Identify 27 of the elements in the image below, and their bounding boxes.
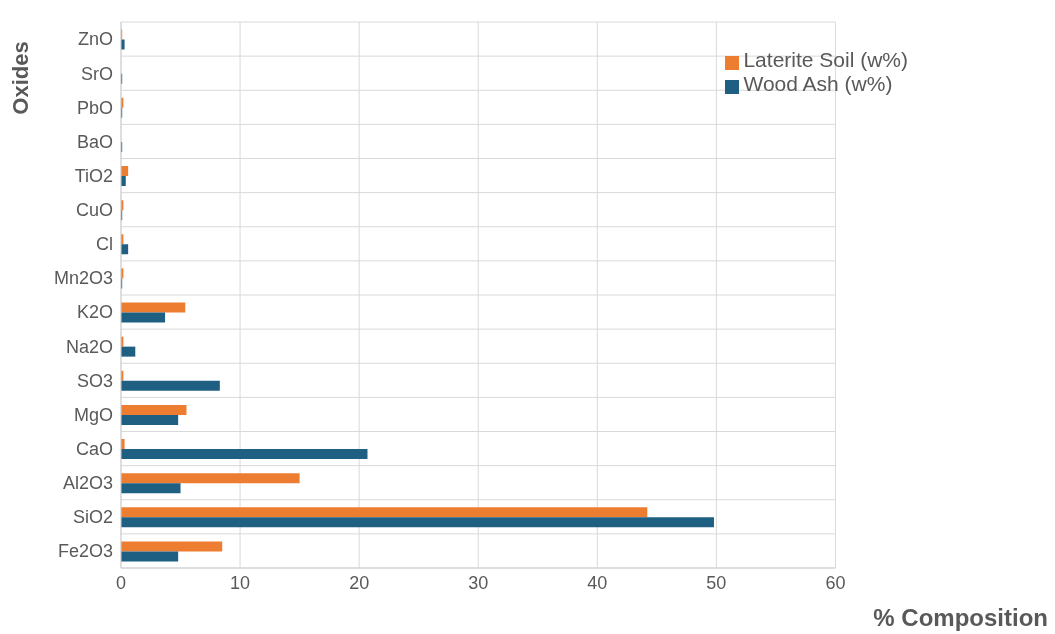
y-tick-label: MgO <box>73 404 113 425</box>
y-tick-label: K2O <box>76 302 113 323</box>
y-tick-label: Cl <box>96 234 113 255</box>
x-tick-label: 30 <box>468 572 489 593</box>
legend-label: Laterite Soil (w%) <box>743 48 908 71</box>
y-tick-label: PbO <box>76 97 113 118</box>
y-tick-label: Mn2O3 <box>53 268 113 289</box>
y-tick-label: ZnO <box>77 29 113 50</box>
x-tick-label: 10 <box>230 572 251 593</box>
y-tick-label: Fe2O3 <box>57 541 113 562</box>
y-tick-label: Al2O3 <box>62 473 113 494</box>
x-tick-label: 0 <box>115 572 127 593</box>
y-tick-label: CaO <box>75 438 113 459</box>
y-tick-label: SiO2 <box>72 507 113 528</box>
x-tick-label: 20 <box>349 572 370 593</box>
y-tick-label: Na2O <box>65 336 113 357</box>
y-tick-label: CuO <box>75 200 113 221</box>
x-tick-label: 60 <box>825 572 846 593</box>
y-axis-title: Oxides <box>8 41 34 115</box>
x-axis-title: % Composition <box>873 604 1048 632</box>
legend-label: Wood Ash (w%) <box>743 72 893 95</box>
y-tick-label: TiO2 <box>74 165 113 186</box>
y-tick-label: SO3 <box>76 370 113 391</box>
y-tick-label: SrO <box>80 63 113 84</box>
x-tick-label: 40 <box>587 572 608 593</box>
x-tick-label: 50 <box>706 572 727 593</box>
y-tick-label: BaO <box>76 131 113 152</box>
